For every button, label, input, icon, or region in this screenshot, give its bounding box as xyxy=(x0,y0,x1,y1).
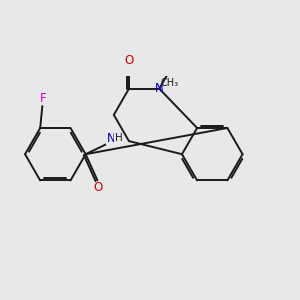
Text: H: H xyxy=(115,133,122,143)
Text: O: O xyxy=(124,54,134,67)
Text: O: O xyxy=(94,182,103,194)
Text: N: N xyxy=(106,131,115,145)
Text: N: N xyxy=(155,82,164,95)
Text: CH₃: CH₃ xyxy=(161,78,179,88)
Text: H: H xyxy=(115,133,122,143)
Text: F: F xyxy=(39,92,46,106)
Text: N: N xyxy=(106,131,115,145)
